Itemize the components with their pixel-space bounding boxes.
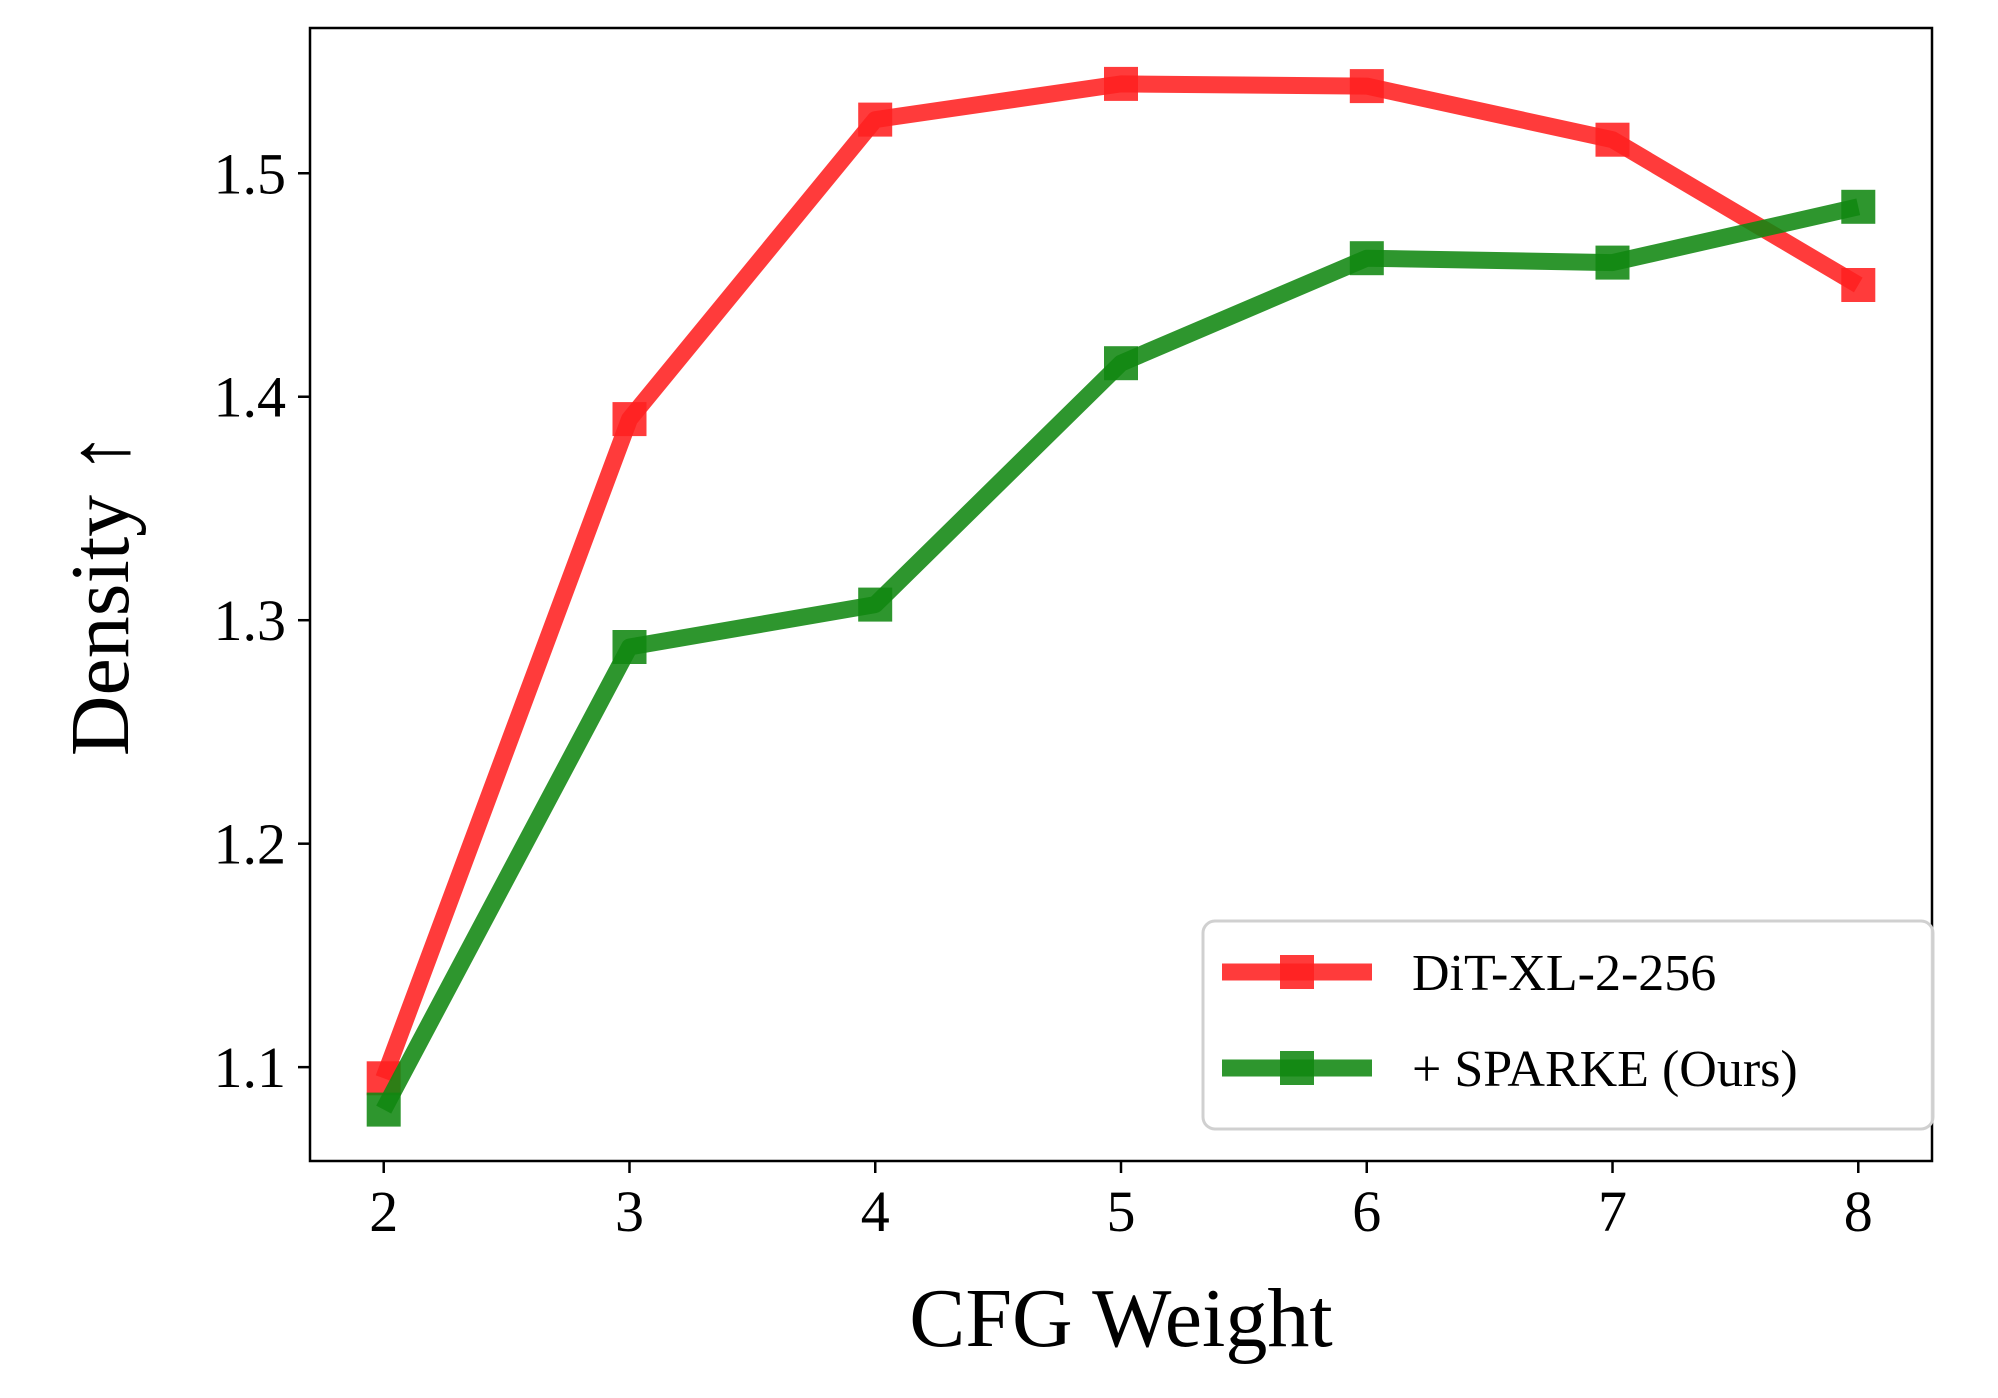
x-axis: 2 3 4 5 6 7 8 <box>369 1161 1873 1244</box>
series-layer <box>366 66 1876 1127</box>
x-tick-label: 7 <box>1598 1179 1627 1244</box>
legend-box <box>1201 919 1935 1131</box>
legend: DiT-XL-2-256 + SPARKE (Ours) <box>1201 919 1935 1131</box>
legend-marker-dit <box>1280 955 1314 989</box>
y-tick-label: 1.2 <box>214 812 287 877</box>
data-point-sparke <box>612 630 647 664</box>
series-sparke <box>366 189 1876 1127</box>
y-axis: 1.1 1.2 1.3 1.4 1.5 <box>214 141 310 1100</box>
data-point-sparke <box>858 587 893 622</box>
x-tick-label: 5 <box>1107 1179 1136 1244</box>
data-point-dit <box>1104 66 1138 101</box>
y-tick-label: 1.3 <box>214 588 287 653</box>
y-tick-label: 1.4 <box>214 365 287 430</box>
legend-label-dit: DiT-XL-2-256 <box>1412 945 1716 1002</box>
data-point-dit <box>858 102 893 137</box>
y-tick-label: 1.1 <box>214 1035 287 1100</box>
data-point-sparke <box>1841 189 1876 224</box>
legend-entry-dit: DiT-XL-2-256 <box>1222 945 1716 1002</box>
x-tick-label: 8 <box>1844 1179 1873 1244</box>
legend-label-sparke: + SPARKE (Ours) <box>1412 1041 1798 1098</box>
data-point-dit <box>1841 268 1876 302</box>
legend-entry-sparke: + SPARKE (Ours) <box>1222 1041 1798 1098</box>
series-dit <box>366 66 1876 1096</box>
x-tick-label: 6 <box>1352 1179 1381 1244</box>
x-tick-label: 4 <box>861 1179 890 1244</box>
x-axis-title: CFG Weight <box>909 1272 1332 1365</box>
data-point-dit <box>1349 69 1384 104</box>
data-point-sparke <box>1349 241 1384 276</box>
x-tick-label: 2 <box>369 1179 398 1244</box>
y-tick-label: 1.5 <box>214 141 287 206</box>
data-point-dit <box>612 402 647 437</box>
data-point-sparke <box>366 1092 401 1127</box>
data-point-sparke <box>1104 346 1138 381</box>
x-tick-label: 3 <box>615 1179 644 1244</box>
data-point-sparke <box>1595 245 1630 280</box>
legend-marker-sparke <box>1280 1051 1314 1085</box>
data-point-dit <box>1595 122 1630 157</box>
y-axis-title: Density ↑ <box>54 432 147 756</box>
